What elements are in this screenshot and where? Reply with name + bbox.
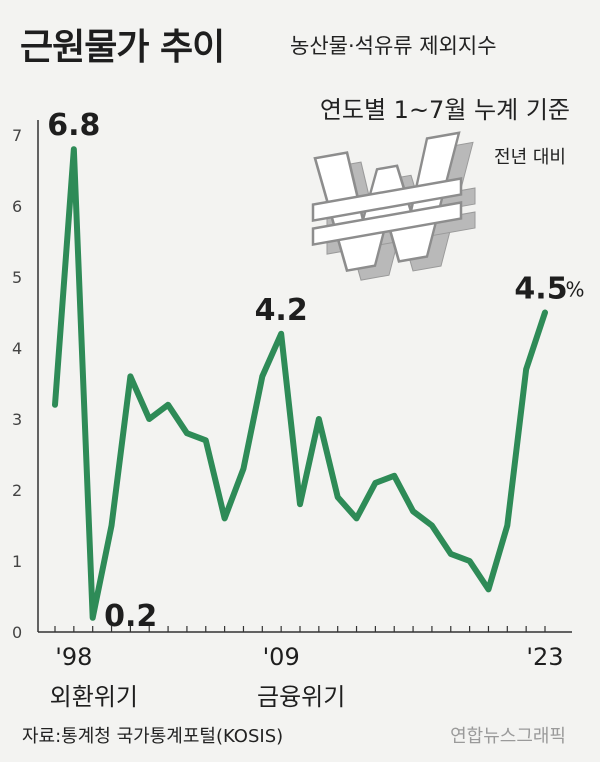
- data-point: [259, 373, 265, 379]
- data-point: [335, 494, 341, 500]
- data-point: [203, 437, 209, 443]
- data-point: [467, 558, 473, 564]
- data-point: [316, 416, 322, 422]
- basis-note: 연도별 1~7월 누계 기준: [319, 96, 570, 124]
- data-point: [504, 523, 510, 528]
- data-point: [90, 615, 96, 621]
- data-point: [391, 473, 397, 479]
- y-tick-label: 6: [12, 197, 22, 216]
- won-currency-icon: [311, 131, 476, 281]
- comparison-note: 전년 대비: [494, 147, 566, 168]
- data-point: [165, 402, 171, 408]
- y-tick-label: 2: [12, 481, 22, 500]
- data-label: 4.2: [255, 293, 308, 328]
- data-label: 0.2: [104, 599, 157, 634]
- data-point: [485, 586, 491, 592]
- data-point: [278, 331, 284, 337]
- source-note: 자료:통계청 국가통계포털(KOSIS): [22, 726, 284, 747]
- data-point: [184, 430, 190, 436]
- x-tick-label: '98: [55, 643, 92, 671]
- event-label: 금융위기: [257, 683, 345, 711]
- data-point: [240, 466, 246, 472]
- x-tick-label: '09: [263, 643, 300, 671]
- chart-title: 근원물가 추이: [20, 27, 225, 68]
- data-point: [297, 501, 303, 507]
- data-point: [523, 366, 529, 372]
- data-point: [542, 310, 548, 315]
- x-tick-label: '23: [526, 643, 563, 671]
- y-tick-label: 5: [12, 268, 22, 287]
- data-label: 4.5: [514, 272, 567, 307]
- data-point: [109, 523, 115, 528]
- credit-note: 연합뉴스그래픽: [450, 726, 566, 747]
- data-point: [71, 146, 77, 152]
- data-point: [354, 515, 360, 521]
- data-point: [448, 551, 454, 557]
- event-label: 외환위기: [50, 683, 138, 711]
- chart-subtitle: 농산물·석유류 제외지수: [290, 34, 497, 58]
- data-point: [429, 523, 435, 528]
- data-point: [372, 480, 378, 486]
- data-label: 6.8: [47, 108, 100, 143]
- y-tick-label: 1: [12, 552, 22, 571]
- data-point: [127, 373, 133, 379]
- data-point: [222, 515, 228, 521]
- y-tick-label: 3: [12, 410, 22, 429]
- y-tick-label: 0: [12, 623, 22, 642]
- data-point: [410, 508, 416, 514]
- y-tick-label: 4: [12, 339, 22, 358]
- y-tick-label: 7: [12, 126, 22, 145]
- unit-label: %: [565, 278, 584, 302]
- data-point: [52, 402, 58, 408]
- data-point: [146, 416, 152, 422]
